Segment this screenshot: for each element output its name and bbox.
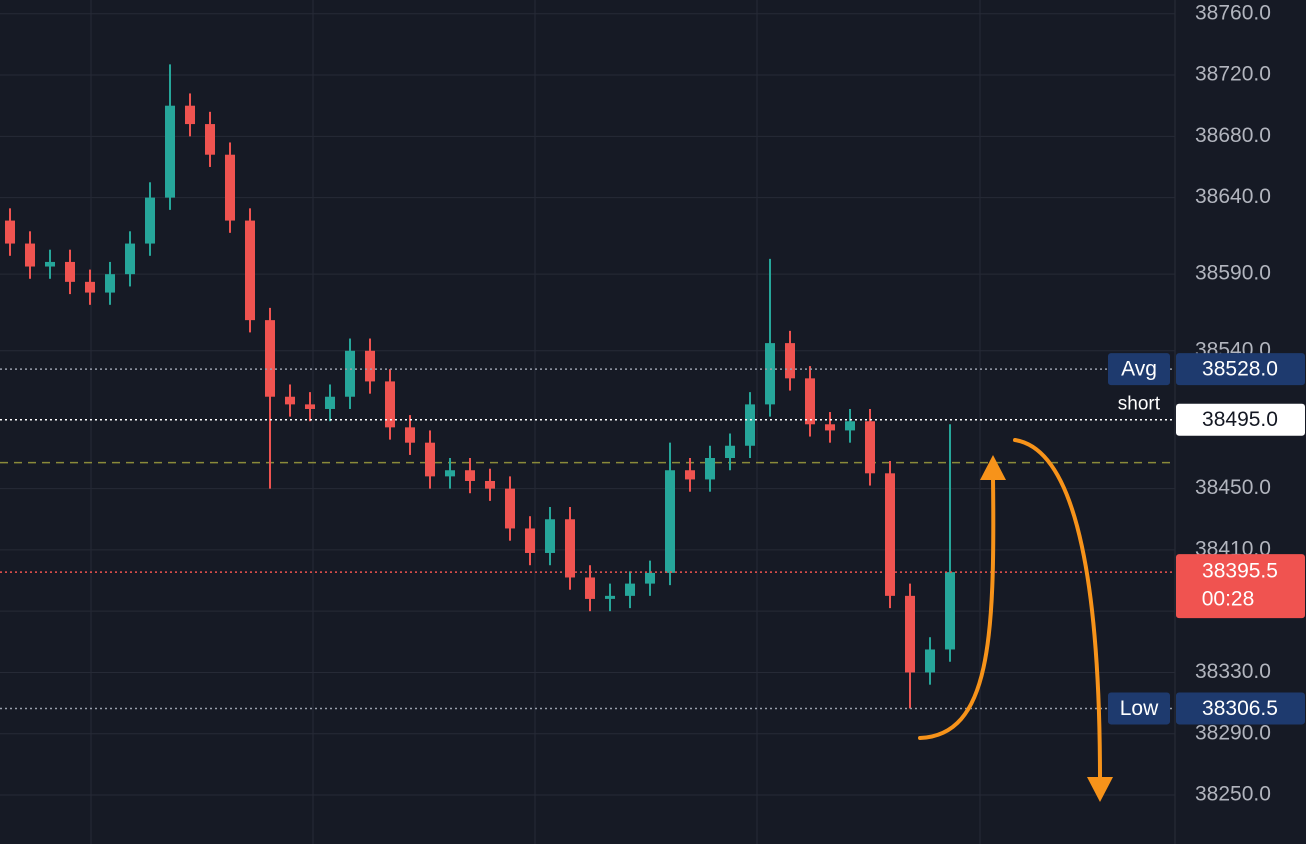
price-badge [1176, 692, 1305, 725]
data-layer [0, 64, 1175, 710]
candle-body [245, 220, 255, 321]
candle-body [685, 470, 695, 480]
candle-body [365, 350, 375, 382]
candle-body [185, 105, 195, 125]
price-badge [1176, 403, 1305, 436]
candle-body [605, 595, 615, 599]
candle-body [205, 124, 215, 155]
candle-body [645, 572, 655, 584]
candle-body [665, 470, 675, 573]
candle-body [25, 243, 35, 267]
arrow-head [980, 455, 1006, 480]
y-tick-label: 38720.0 [1195, 63, 1271, 86]
candle-body [485, 480, 495, 489]
candle-body [805, 378, 815, 425]
countdown: 00:28 [1202, 588, 1255, 611]
price-line-name: Low [1120, 697, 1159, 720]
candle-body [225, 154, 235, 221]
price-badge-value: 38528.0 [1202, 358, 1278, 381]
price-line-name: Avg [1121, 358, 1157, 381]
candle-body [705, 457, 715, 480]
name-badge [1108, 692, 1170, 725]
candle-body [425, 442, 435, 477]
arrow-head [1087, 777, 1113, 802]
candle-body [325, 396, 335, 409]
candle-body [845, 421, 855, 431]
candle-body [565, 519, 575, 578]
candle-body [825, 424, 835, 431]
y-tick-label: 38290.0 [1195, 721, 1271, 744]
candle-body [445, 470, 455, 477]
candle-body [505, 488, 515, 529]
name-badge [1108, 353, 1170, 386]
candle-body [785, 343, 795, 379]
candle-body [405, 427, 415, 443]
candle-body [925, 649, 935, 673]
candle-body [465, 470, 475, 481]
candle-body [745, 404, 755, 446]
y-tick-label: 38330.0 [1195, 660, 1271, 683]
arrow-down [1013, 438, 1102, 782]
candle-body [5, 220, 15, 244]
candle-body [165, 105, 175, 198]
y-tick-label: 38590.0 [1195, 262, 1271, 285]
candle-body [45, 261, 55, 267]
price-badge [1176, 353, 1305, 386]
candle-body [145, 197, 155, 244]
candle-body [105, 274, 115, 293]
candle-body [885, 473, 895, 596]
candle-body [865, 421, 875, 474]
candle-body [65, 261, 75, 282]
price-badge-value: 38306.5 [1202, 697, 1278, 720]
annotation-arrows [918, 438, 1102, 782]
arrow-up [918, 476, 996, 740]
candle-body [585, 577, 595, 599]
candle-body [765, 343, 775, 405]
candle-body [285, 396, 295, 405]
candle-body [385, 381, 395, 428]
candle-body [725, 445, 735, 458]
last-price-value: 38395.5 [1202, 560, 1278, 583]
y-tick-label: 38640.0 [1195, 185, 1271, 208]
price-badge-value: 38495.0 [1202, 408, 1278, 431]
candle-body [345, 350, 355, 397]
price-line-name: short [1118, 394, 1161, 415]
candle-body [265, 320, 275, 397]
y-tick-label: 38450.0 [1195, 476, 1271, 499]
candle-body [125, 243, 135, 275]
y-tick-label: 38680.0 [1195, 124, 1271, 147]
candle-body [625, 583, 635, 596]
vertical-grid [90, 0, 981, 844]
candle-body [905, 595, 915, 673]
candle-body [305, 404, 315, 409]
y-tick-label: 38760.0 [1195, 1, 1271, 24]
label-layer: 38528.0 Avg 38495.0 short 38306.5 Low 38395.5 0… [1108, 353, 1305, 725]
candle-body [945, 572, 955, 650]
candle-body [545, 519, 555, 553]
candle-body [85, 281, 95, 293]
last-price-badge [1176, 554, 1305, 619]
y-tick-label: 38250.0 [1195, 783, 1271, 806]
candle-body [525, 528, 535, 553]
